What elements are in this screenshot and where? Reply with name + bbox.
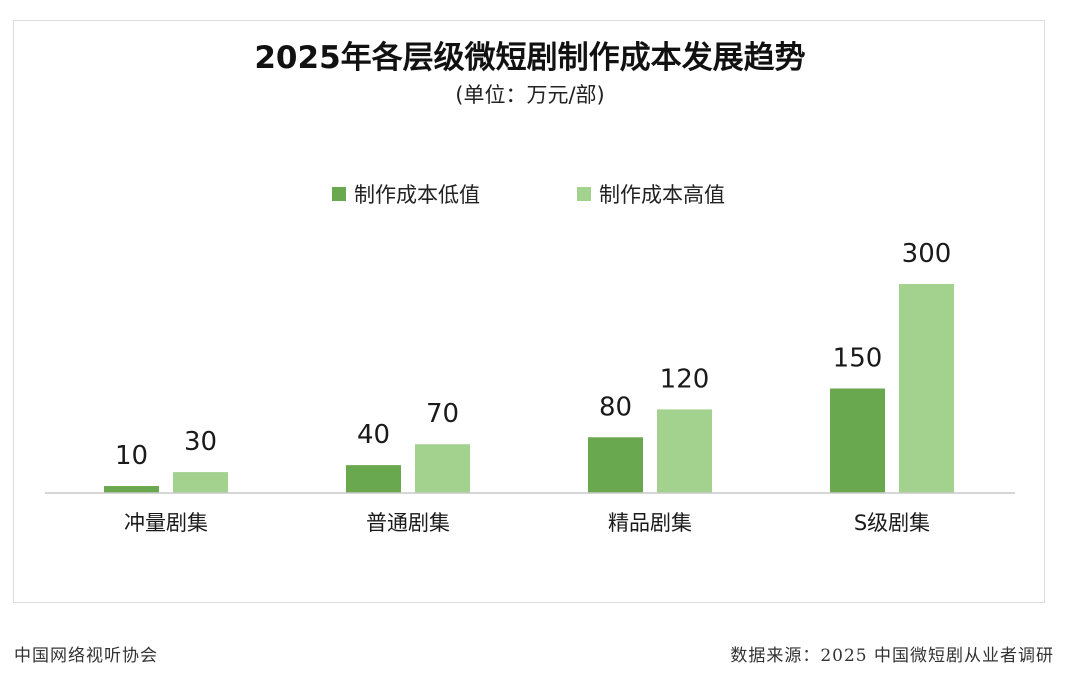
bar-1-3: [588, 437, 643, 493]
category-label-1: 冲量剧集: [124, 511, 208, 535]
bar-2-1: [173, 472, 228, 493]
category-label-4: S级剧集: [854, 511, 930, 535]
chart-frame: [13, 20, 1045, 603]
data-label-1-3: 80: [599, 392, 632, 422]
data-label-2-2: 70: [426, 399, 459, 429]
legend-swatch-1: [332, 187, 346, 201]
bars-group: 10 30 40 70 80 120 150 300: [104, 239, 954, 493]
category-label-2: 普通剧集: [366, 511, 450, 535]
legend-label-1: 制作成本低值: [354, 183, 480, 207]
footer-organization: 中国网络视听协会: [14, 646, 158, 666]
data-label-2-4: 300: [902, 239, 952, 269]
bar-2-2: [415, 444, 470, 493]
chart-subtitle: (单位：万元/部): [455, 83, 604, 107]
chart-title: 2025年各层级微短剧制作成本发展趋势: [254, 40, 805, 76]
data-label-2-3: 120: [660, 364, 710, 394]
legend: 制作成本低值 制作成本高值: [332, 183, 725, 207]
data-label-2-1: 30: [184, 427, 217, 457]
bar-1-2: [346, 465, 401, 493]
legend-swatch-2: [577, 187, 591, 201]
legend-label-2: 制作成本高值: [599, 183, 725, 207]
data-label-1-1: 10: [115, 441, 148, 471]
data-label-1-4: 150: [833, 344, 883, 374]
footer-source: 数据来源：2025 中国微短剧从业者调研: [730, 646, 1054, 666]
bar-2-4: [899, 284, 954, 493]
bar-1-1: [104, 486, 159, 493]
bar-1-4: [830, 388, 885, 493]
data-label-1-2: 40: [357, 420, 390, 450]
category-label-3: 精品剧集: [608, 511, 692, 535]
bar-2-3: [657, 409, 712, 493]
x-axis-labels: 冲量剧集 普通剧集 精品剧集 S级剧集: [124, 511, 930, 535]
